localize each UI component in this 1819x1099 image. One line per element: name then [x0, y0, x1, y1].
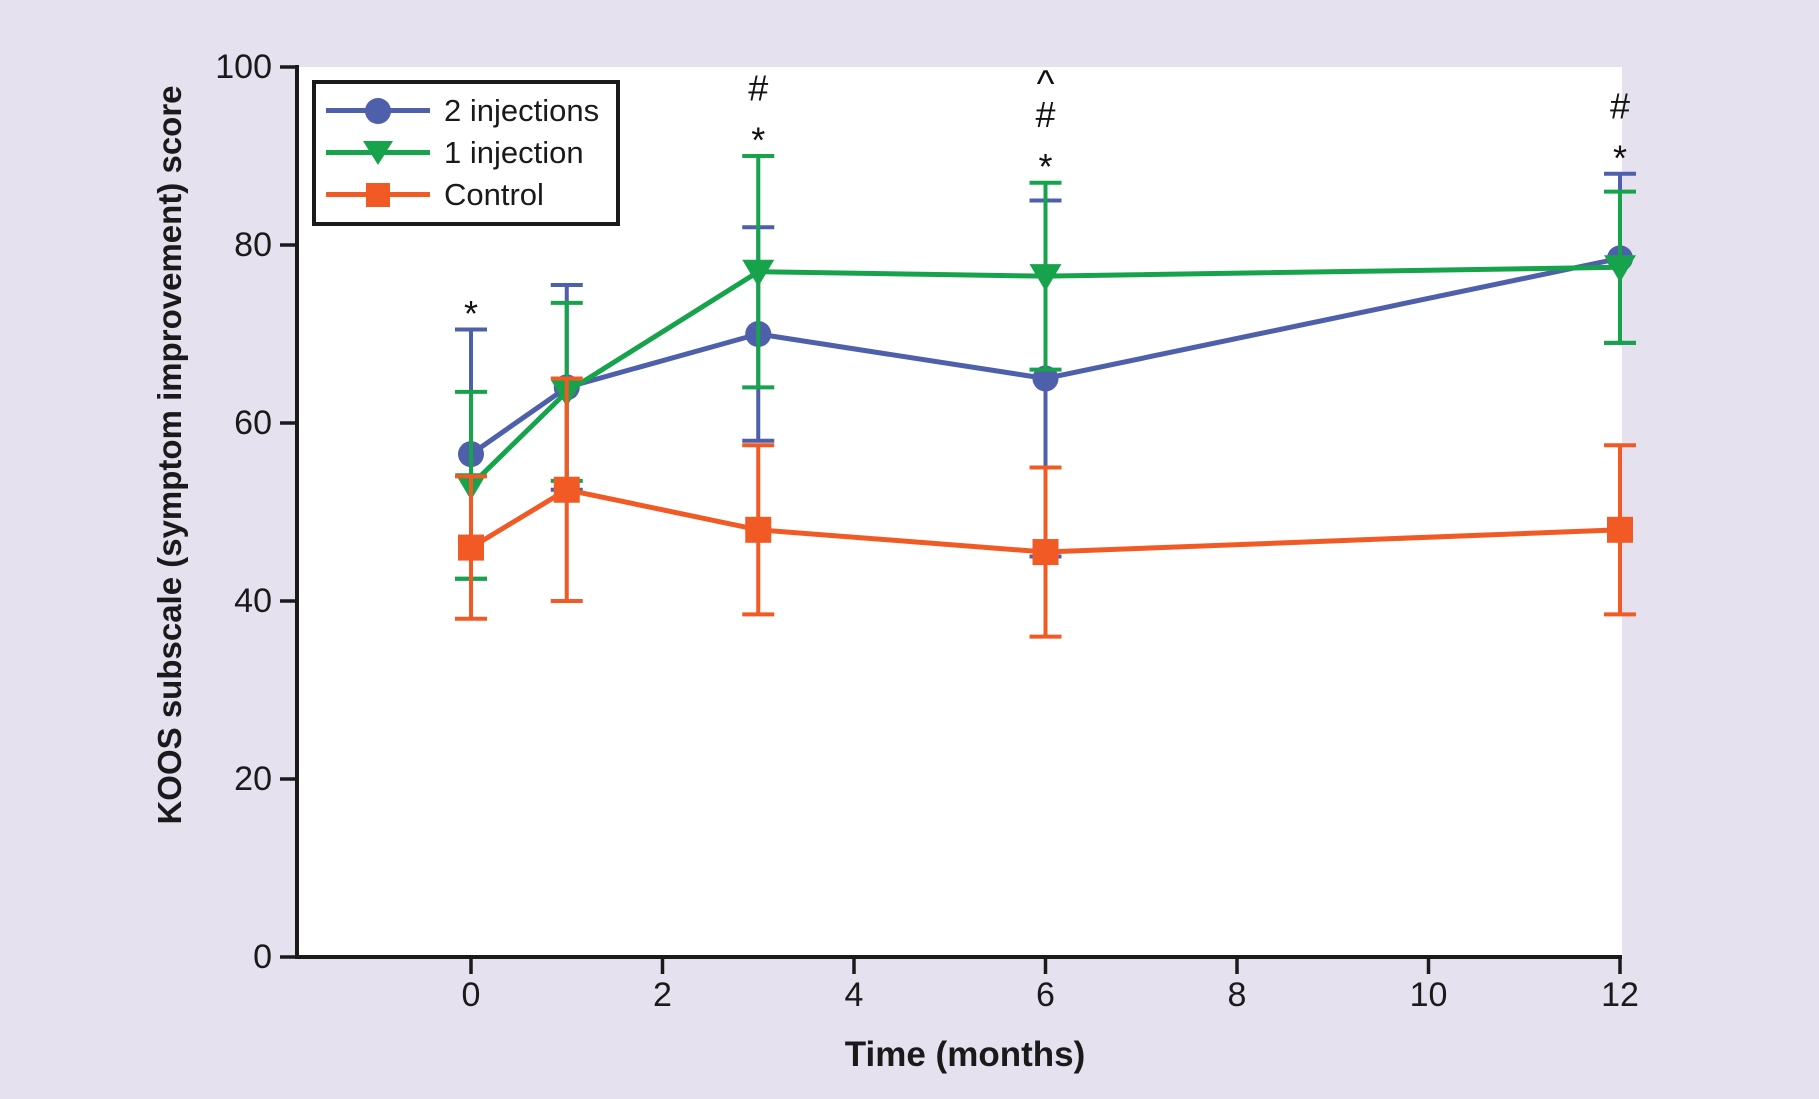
y-axis-ticks: 0 20 40 60 80 100: [215, 48, 297, 976]
significance-symbol: *: [1613, 137, 1627, 178]
y-tick-label: 80: [234, 226, 272, 264]
y-tick-label: 40: [234, 582, 272, 620]
x-tick-label: 0: [462, 976, 481, 1014]
x-tick-label: 4: [845, 976, 864, 1014]
x-tick-label: 6: [1036, 976, 1055, 1014]
significance-symbol: *: [464, 293, 478, 334]
y-tick-label: 20: [234, 760, 272, 798]
square-marker-icon: [366, 183, 390, 207]
significance-symbol: #: [1610, 85, 1630, 126]
legend-label: 2 injections: [444, 93, 600, 128]
legend-label: Control: [444, 177, 544, 212]
y-tick-label: 0: [253, 938, 272, 976]
triangle-down-marker-icon: [363, 141, 393, 165]
x-tick-label: 10: [1410, 976, 1448, 1014]
y-tick-label: 60: [234, 404, 272, 442]
y-tick-label: 100: [215, 48, 272, 86]
legend-item-2-injections: 2 injections: [326, 93, 616, 129]
significance-symbol: ^: [1037, 64, 1055, 106]
series-control: [455, 376, 1636, 639]
x-tick-label: 8: [1228, 976, 1247, 1014]
legend-item-1-injection: 1 injection: [326, 135, 616, 171]
x-axis-ticks: 0 2 4 6 8 10 12: [462, 957, 1639, 1014]
legend-swatch: [326, 96, 430, 126]
legend-swatch: [326, 180, 430, 210]
legend: 2 injections 1 injection Control: [312, 80, 620, 226]
legend-item-control: Control: [326, 177, 616, 213]
x-tick-label: 12: [1601, 976, 1639, 1014]
x-axis-title: Time (months): [844, 1035, 1086, 1074]
x-tick-label: 2: [653, 976, 672, 1014]
annotations: *#*^#*#*: [464, 64, 1630, 334]
circle-marker-icon: [365, 98, 391, 124]
y-axis-title: KOOS subscale (symptom improvement) scor…: [151, 85, 188, 825]
significance-symbol: #: [748, 68, 768, 109]
significance-symbol: *: [751, 120, 765, 161]
legend-swatch: [326, 138, 430, 168]
legend-label: 1 injection: [444, 135, 584, 170]
significance-symbol: *: [1038, 146, 1052, 187]
series-1-injection: [455, 154, 1636, 581]
significance-symbol: #: [1035, 94, 1055, 135]
